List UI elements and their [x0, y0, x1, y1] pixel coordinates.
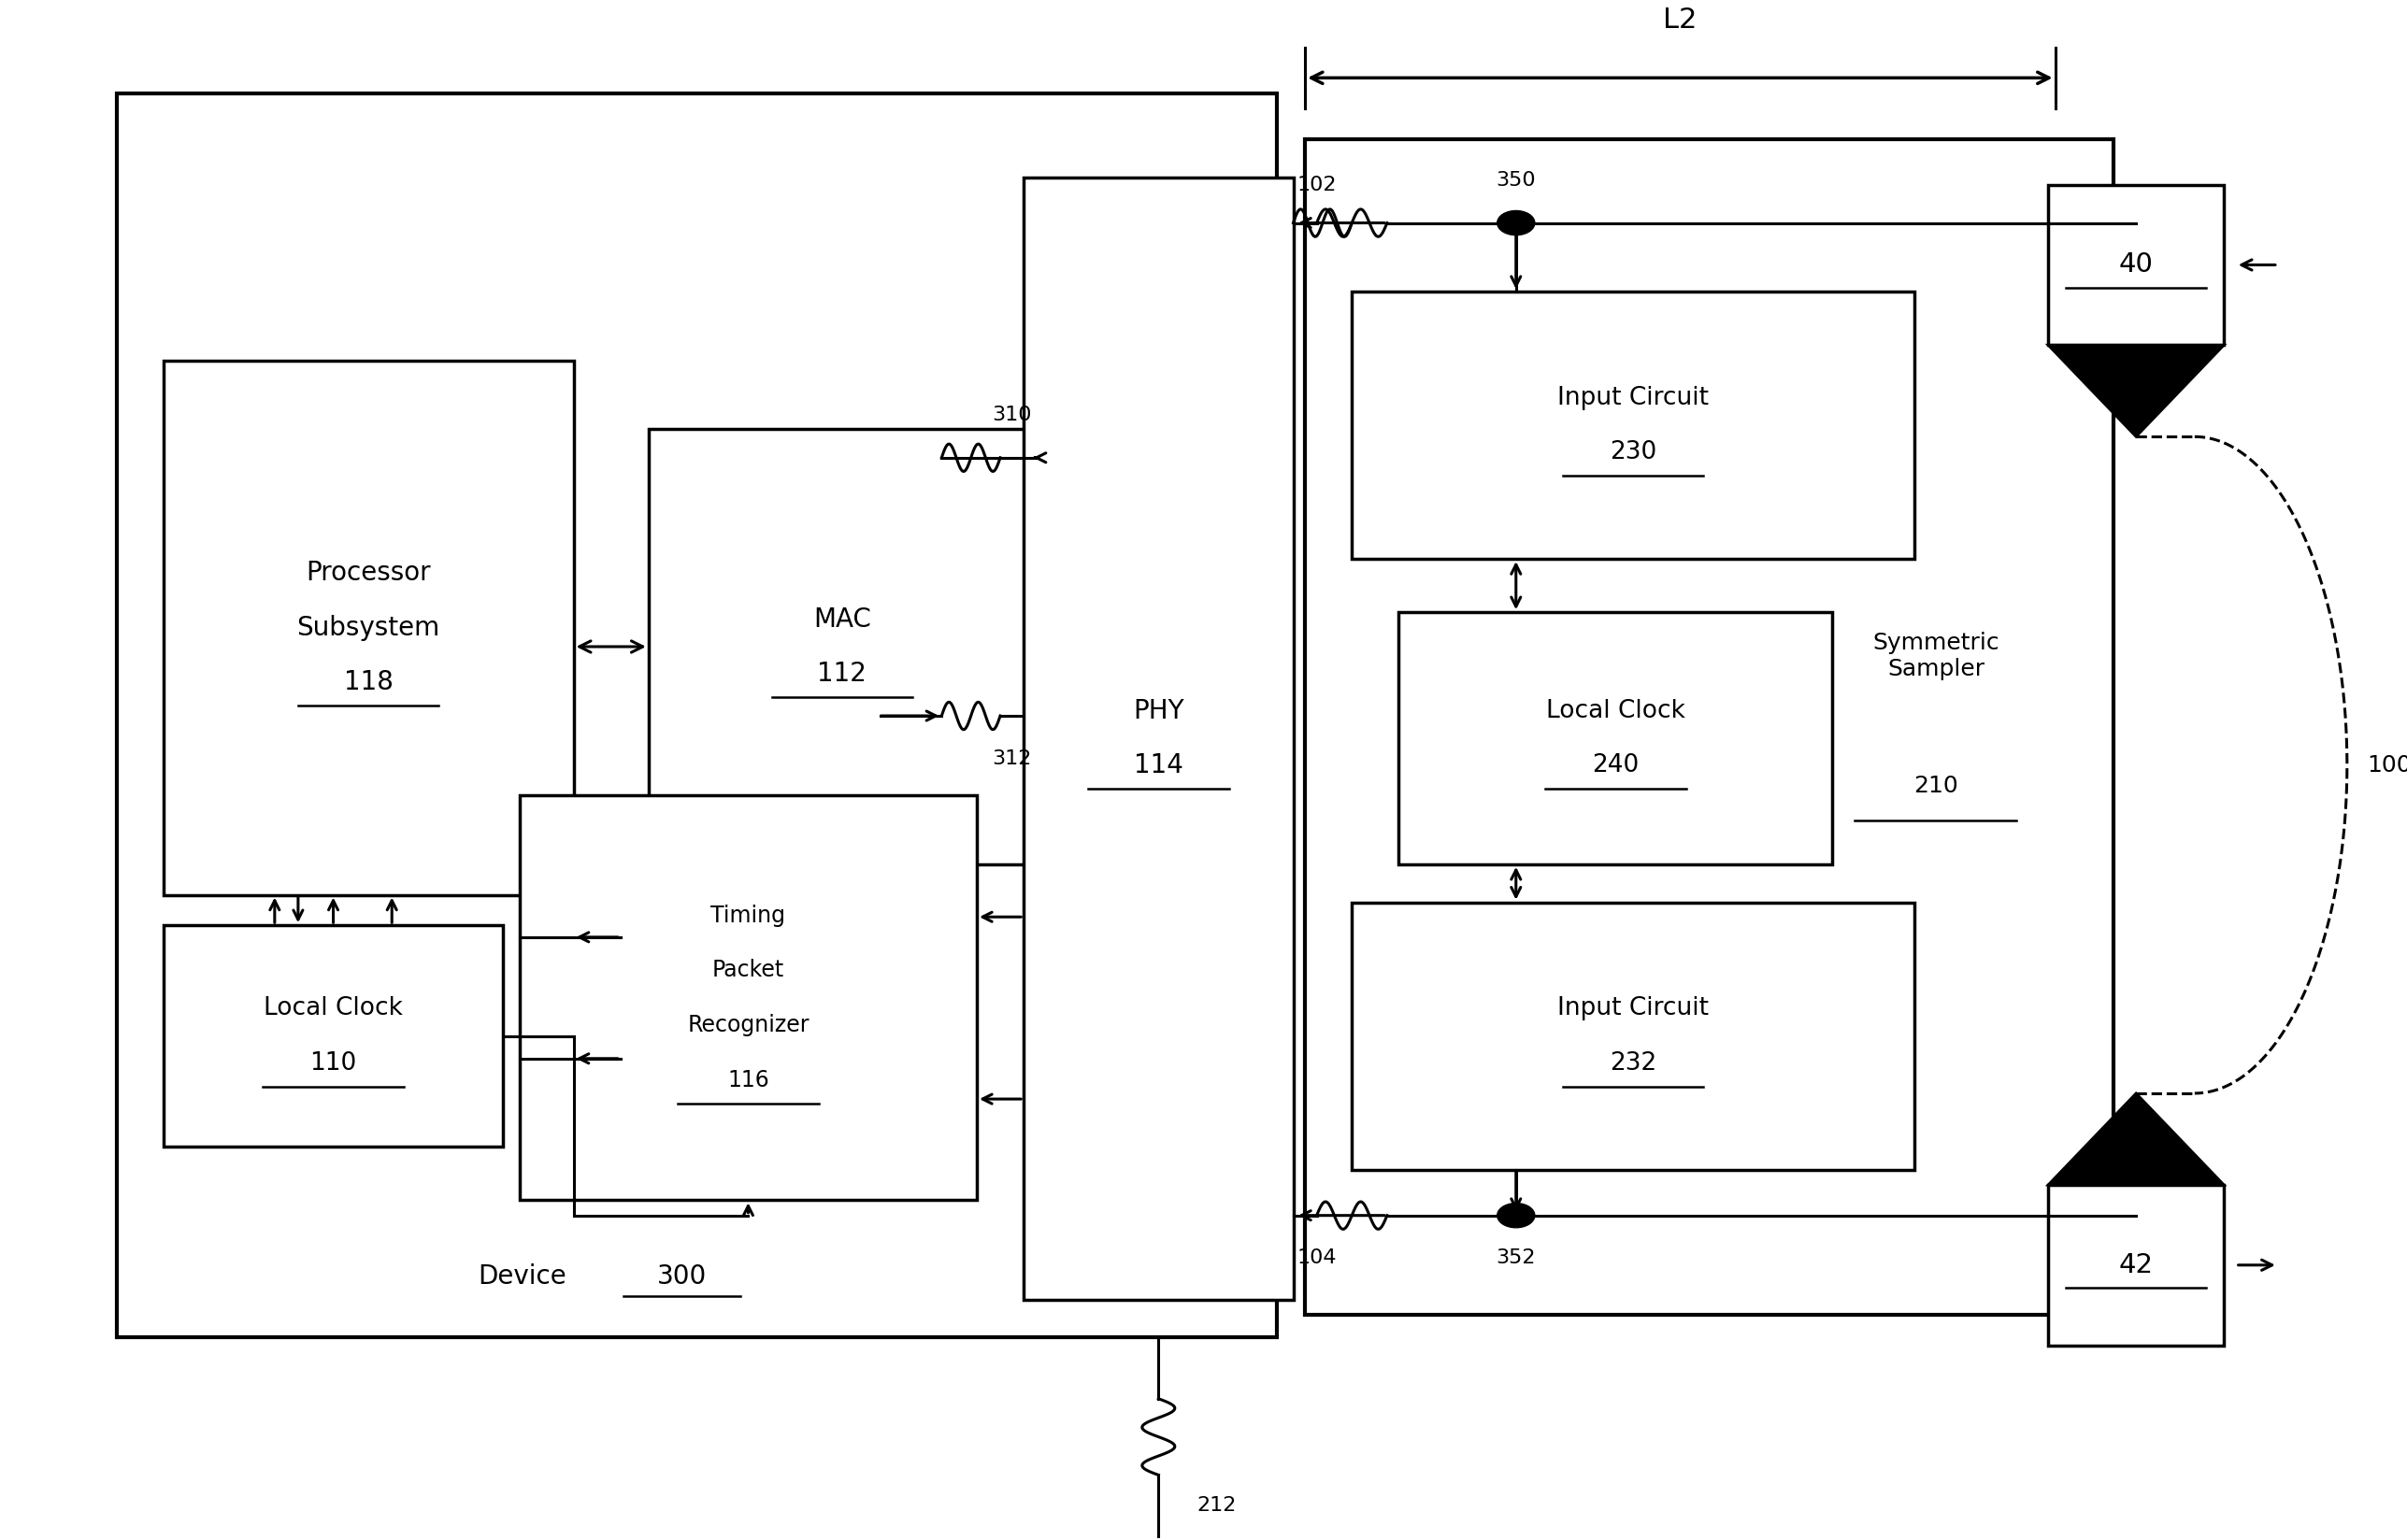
Text: 116: 116	[727, 1069, 770, 1092]
Text: Input Circuit: Input Circuit	[1557, 385, 1709, 410]
Bar	[164, 360, 573, 895]
Circle shape	[1497, 1203, 1536, 1227]
Text: Processor: Processor	[306, 559, 431, 585]
Text: 210: 210	[1914, 775, 1959, 796]
Text: Packet: Packet	[712, 959, 785, 981]
Text: MAC: MAC	[814, 607, 871, 633]
Bar	[1305, 139, 2113, 1315]
Text: 110: 110	[311, 1052, 356, 1075]
Bar	[520, 796, 977, 1200]
Text: Subsystem: Subsystem	[296, 614, 440, 641]
Polygon shape	[2048, 1093, 2224, 1184]
Text: 42: 42	[2118, 1252, 2154, 1278]
Text: Recognizer: Recognizer	[688, 1015, 809, 1036]
Text: Timing: Timing	[710, 904, 785, 927]
Bar	[2048, 1184, 2224, 1346]
Text: 100: 100	[2366, 753, 2407, 776]
Bar	[164, 926, 503, 1147]
Text: 300: 300	[657, 1263, 708, 1289]
Text: 112: 112	[818, 661, 867, 687]
Text: 212: 212	[1196, 1497, 1237, 1515]
Text: 310: 310	[992, 405, 1033, 425]
Text: 352: 352	[1497, 1249, 1536, 1267]
Bar	[116, 92, 1276, 1338]
Bar	[1353, 291, 1914, 559]
Bar	[1023, 177, 1293, 1300]
Bar	[2048, 185, 2224, 345]
Text: 114: 114	[1134, 753, 1184, 779]
Circle shape	[1497, 211, 1536, 236]
Bar	[1398, 613, 1832, 864]
Text: 102: 102	[1297, 176, 1336, 194]
Text: Local Clock: Local Clock	[265, 996, 402, 1021]
Text: Symmetric
Sampler: Symmetric Sampler	[1873, 631, 2000, 681]
Text: PHY: PHY	[1134, 698, 1184, 724]
Bar	[647, 430, 1035, 864]
Text: 240: 240	[1591, 753, 1639, 778]
Text: L2: L2	[1663, 6, 1697, 34]
Text: 118: 118	[344, 670, 392, 696]
Bar	[1353, 902, 1914, 1170]
Text: Local Clock: Local Clock	[1545, 699, 1685, 722]
Text: 232: 232	[1610, 1052, 1656, 1075]
Text: Input Circuit: Input Circuit	[1557, 996, 1709, 1021]
Text: 230: 230	[1610, 440, 1656, 465]
Text: Device: Device	[479, 1263, 568, 1289]
Text: 104: 104	[1297, 1249, 1336, 1267]
Text: 40: 40	[2118, 253, 2154, 279]
Text: 312: 312	[992, 750, 1033, 768]
Text: 350: 350	[1497, 171, 1536, 189]
Polygon shape	[2048, 345, 2224, 437]
